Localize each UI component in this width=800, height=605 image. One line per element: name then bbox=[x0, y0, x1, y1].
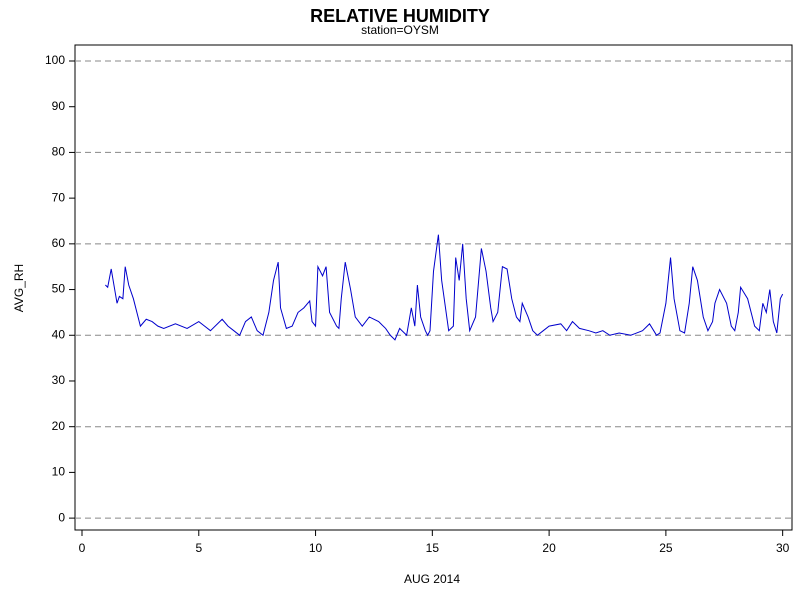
x-tick-label: 30 bbox=[776, 541, 790, 555]
y-tick-label: 0 bbox=[58, 510, 65, 524]
x-tick-label: 10 bbox=[309, 541, 323, 555]
y-axis-label: AVG_RH bbox=[12, 264, 26, 312]
chart-title: RELATIVE HUMIDITY bbox=[310, 6, 490, 26]
y-tick-label: 70 bbox=[52, 190, 66, 204]
plot-frame bbox=[74, 44, 793, 531]
data-line bbox=[105, 234, 784, 341]
y-tick-label: 60 bbox=[52, 236, 66, 250]
y-tick-label: 90 bbox=[52, 99, 66, 113]
x-tick-label: 0 bbox=[79, 541, 86, 555]
y-tick-label: 30 bbox=[52, 373, 66, 387]
x-tick-label: 20 bbox=[542, 541, 556, 555]
y-tick-label: 100 bbox=[45, 53, 65, 67]
y-tick-label: 10 bbox=[52, 465, 66, 479]
chart-subtitle: station=OYSM bbox=[361, 23, 439, 37]
x-tick-label: 5 bbox=[195, 541, 202, 555]
y-tick-label: 20 bbox=[52, 419, 66, 433]
x-tick-label: 15 bbox=[426, 541, 440, 555]
x-tick-label: 25 bbox=[659, 541, 673, 555]
y-tick-label: 80 bbox=[52, 145, 66, 159]
y-tick-label: 40 bbox=[52, 327, 66, 341]
y-tick-label: 50 bbox=[52, 282, 66, 296]
x-axis-label: AUG 2014 bbox=[404, 572, 460, 586]
